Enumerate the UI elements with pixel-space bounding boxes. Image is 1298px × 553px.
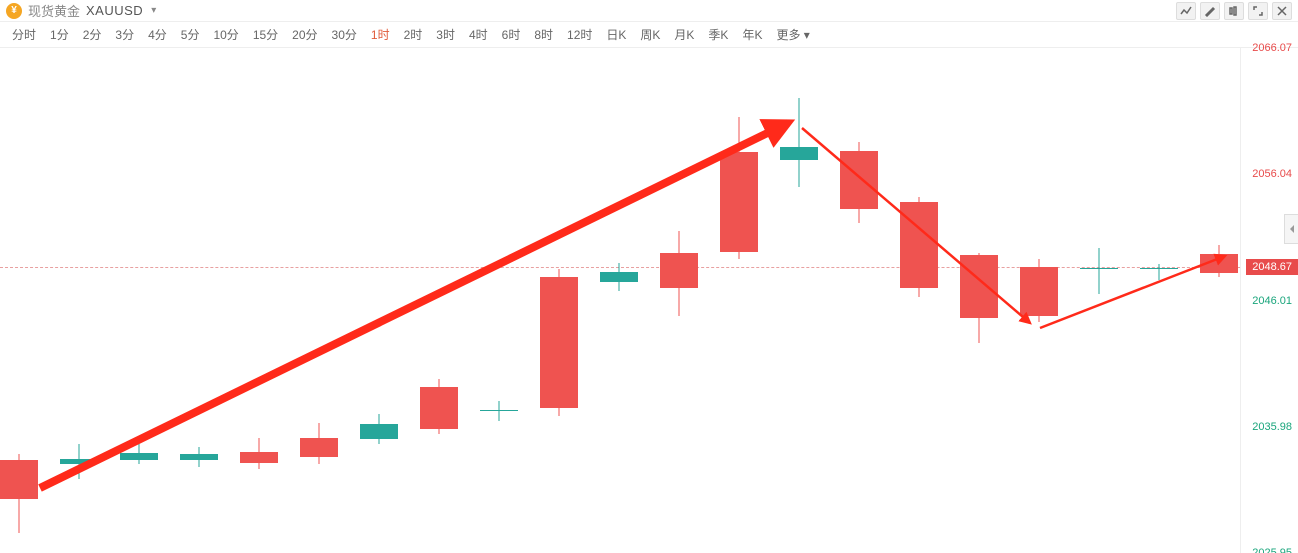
- candle[interactable]: [780, 48, 818, 553]
- timeframe-30分[interactable]: 30分: [326, 24, 363, 45]
- timeframe-1时[interactable]: 1时: [365, 24, 396, 45]
- close-button[interactable]: [1272, 2, 1292, 20]
- candle[interactable]: [60, 48, 98, 553]
- axis-expand-handle[interactable]: [1284, 214, 1298, 244]
- candle[interactable]: [120, 48, 158, 553]
- chart-header: ¥ 现货黄金 XAUUSD ▾: [0, 0, 1298, 22]
- chart-area[interactable]: 2066.072056.042046.012035.982025.952048.…: [0, 48, 1298, 553]
- timeframe-10分[interactable]: 10分: [207, 24, 244, 45]
- timeframe-1分[interactable]: 1分: [44, 24, 75, 45]
- candle[interactable]: [300, 48, 338, 553]
- candle[interactable]: [0, 48, 38, 553]
- timeframe-4时[interactable]: 4时: [463, 24, 494, 45]
- candle[interactable]: [1020, 48, 1058, 553]
- candle[interactable]: [540, 48, 578, 553]
- candle[interactable]: [420, 48, 458, 553]
- timeframe-8时[interactable]: 8时: [528, 24, 559, 45]
- candle[interactable]: [1140, 48, 1178, 553]
- indicator-button[interactable]: [1176, 2, 1196, 20]
- timeframe-more[interactable]: 更多 ▾: [770, 24, 815, 45]
- candle[interactable]: [900, 48, 938, 553]
- chevron-down-icon: ▾: [151, 5, 156, 16]
- timeframe-月K[interactable]: 月K: [668, 24, 700, 45]
- y-label: 2056.04: [1252, 168, 1292, 180]
- timeframe-3分[interactable]: 3分: [109, 24, 140, 45]
- candle[interactable]: [720, 48, 758, 553]
- candle[interactable]: [600, 48, 638, 553]
- expand-button[interactable]: [1248, 2, 1268, 20]
- candle[interactable]: [180, 48, 218, 553]
- timeframe-15分[interactable]: 15分: [247, 24, 284, 45]
- y-axis: 2066.072056.042046.012035.982025.952048.…: [1240, 48, 1298, 553]
- current-price-tag: 2048.67: [1246, 259, 1298, 275]
- timeframe-周K[interactable]: 周K: [634, 24, 666, 45]
- timeframe-分时[interactable]: 分时: [6, 24, 42, 45]
- gold-icon: ¥: [6, 3, 22, 19]
- title-cn: 现货黄金: [28, 1, 80, 20]
- y-label: 2035.98: [1252, 421, 1292, 433]
- timeframe-20分[interactable]: 20分: [286, 24, 323, 45]
- timeframe-6时[interactable]: 6时: [496, 24, 527, 45]
- toolbar: [1176, 2, 1292, 20]
- candle[interactable]: [240, 48, 278, 553]
- candle-style-button[interactable]: [1224, 2, 1244, 20]
- candle[interactable]: [1080, 48, 1118, 553]
- candle[interactable]: [660, 48, 698, 553]
- timeframe-3时[interactable]: 3时: [430, 24, 461, 45]
- title-symbol: XAUUSD: [86, 3, 143, 18]
- y-label: 2046.01: [1252, 295, 1292, 307]
- y-label: 2025.95: [1252, 547, 1292, 553]
- symbol-title[interactable]: ¥ 现货黄金 XAUUSD ▾: [6, 1, 156, 20]
- timeframe-日K[interactable]: 日K: [600, 24, 632, 45]
- timeframe-12时[interactable]: 12时: [561, 24, 598, 45]
- timeframe-2分[interactable]: 2分: [77, 24, 108, 45]
- edit-button[interactable]: [1200, 2, 1220, 20]
- candle[interactable]: [480, 48, 518, 553]
- candle[interactable]: [840, 48, 878, 553]
- y-label: 2066.07: [1252, 42, 1292, 54]
- timeframe-季K[interactable]: 季K: [702, 24, 734, 45]
- timeframe-2时[interactable]: 2时: [398, 24, 429, 45]
- timeframe-5分[interactable]: 5分: [175, 24, 206, 45]
- timeframe-bar: 分时1分2分3分4分5分10分15分20分30分1时2时3时4时6时8时12时日…: [0, 22, 1298, 48]
- timeframe-4分[interactable]: 4分: [142, 24, 173, 45]
- candle[interactable]: [1200, 48, 1238, 553]
- candle[interactable]: [960, 48, 998, 553]
- timeframe-年K[interactable]: 年K: [736, 24, 768, 45]
- candle[interactable]: [360, 48, 398, 553]
